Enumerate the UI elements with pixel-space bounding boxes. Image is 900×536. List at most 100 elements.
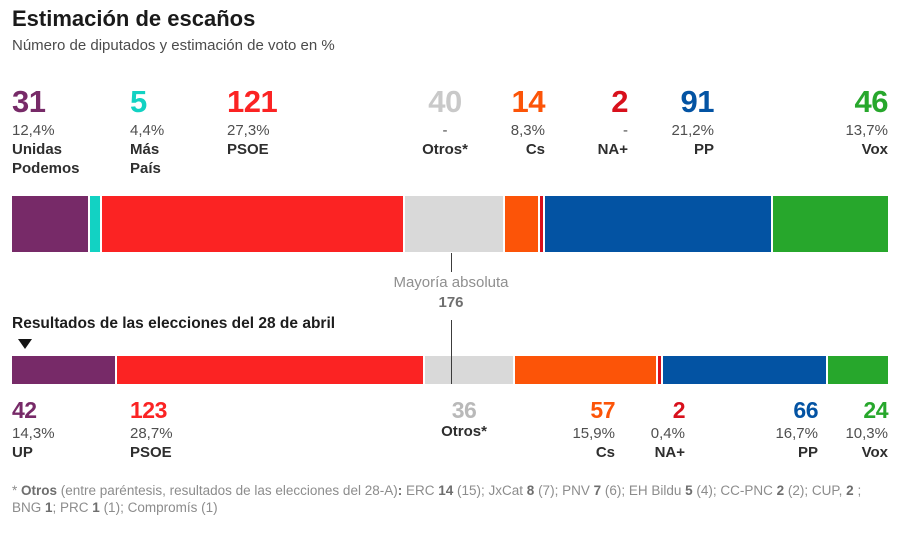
bar-segment-otros [424, 356, 516, 384]
stat-vote-pct: 0,4% [650, 425, 685, 443]
stat-party-label: NA+ [654, 444, 685, 462]
footnote: * Otros (entre paréntesis, resultados de… [12, 482, 888, 516]
stat-m-s-pa-s: 5 4,4% Más País [130, 84, 165, 178]
stat-party-label: Unidas [12, 140, 63, 158]
stat-otros: 40 - Otros* [375, 84, 515, 159]
footnote-text: (entre paréntesis, resultados de las ele… [57, 483, 398, 498]
stat-seats: 31 [12, 84, 46, 119]
footnote-text: ; BNG [12, 483, 862, 515]
bar-segment-na [540, 196, 546, 252]
bar-segment-up [12, 356, 118, 384]
bar-segment-vox [772, 196, 888, 252]
footnote-text: 1 [45, 500, 53, 515]
stat-seats: 91 [680, 84, 715, 119]
stat-party-label: Cs [525, 140, 545, 158]
footnote-text: (4); CC-PNC [692, 483, 777, 498]
bar-segment-psoe [117, 356, 425, 384]
stat-cs: 14 8,3% Cs [510, 84, 546, 159]
stat-party-label: Más [130, 140, 160, 158]
stat-vote-pct: 15,9% [572, 425, 615, 443]
stat-party-label: PSOE [227, 140, 269, 158]
stat-party-label: UP [12, 444, 33, 462]
stat-party-label: PP [797, 444, 818, 462]
footnote-text: 14 [438, 483, 454, 498]
footnote-text: * [12, 483, 22, 498]
footnote-text: 8 [526, 483, 535, 498]
stat-pp: 66 16,7% PP [775, 398, 818, 462]
bar-segment-cs [515, 356, 658, 384]
bar-segment-na [657, 356, 663, 384]
footnote-text: (7); PNV [534, 483, 594, 498]
stat-party-label: Podemos [12, 159, 80, 177]
stat-party-label: Cs [595, 444, 615, 462]
bar-segment-m-s-pa-s [89, 196, 103, 252]
stat-unidas-podemos: 31 12,4% Unidas Podemos [12, 84, 80, 178]
footnote-text: ; PRC [52, 500, 93, 515]
stat-seats: 66 [793, 397, 818, 423]
majority-line-bottom [451, 320, 452, 384]
stat-na: 2 0,4% NA+ [650, 397, 686, 462]
stat-vote-pct: 27,3% [227, 121, 270, 139]
stat-otros: 36 Otros* [394, 398, 534, 441]
bar-segment-pp [545, 196, 773, 252]
stat-vote-pct: 10,3% [845, 425, 888, 443]
stat-vox: 46 13,7% Vox [845, 84, 889, 159]
footnote-text: 1 [92, 500, 100, 515]
stat-cs: 57 15,9% Cs [572, 398, 615, 462]
results-stacked-bar [12, 356, 888, 384]
stat-seats: 121 [227, 84, 278, 119]
footnote-text: : [397, 483, 403, 498]
stat-pp: 91 21,2% PP [671, 84, 715, 159]
stat-seats: 57 [590, 397, 615, 423]
stat-vote-pct: 21,2% [671, 121, 714, 139]
bar-segment-otros [404, 196, 506, 252]
bar-segment-pp [662, 356, 828, 384]
footnote-text: Otros [21, 483, 58, 498]
stat-party-label: Vox [861, 140, 888, 158]
stat-vote-pct: 8,3% [510, 121, 545, 139]
stat-vox: 24 10,3% Vox [845, 398, 888, 462]
stat-vote-pct: - [442, 121, 448, 139]
down-triangle-marker-icon [18, 339, 32, 349]
stat-seats: 24 [863, 397, 888, 423]
majority-value: 176 [438, 294, 464, 311]
stat-vote-pct: 12,4% [12, 121, 55, 139]
stat-party-label: NA+ [597, 140, 628, 158]
stat-vote-pct: 28,7% [130, 425, 173, 443]
stat-party-label: País [130, 159, 161, 177]
stat-na: 2 - NA+ [597, 84, 629, 159]
stat-seats: 40 [428, 84, 462, 119]
stat-party-label: PP [693, 140, 714, 158]
stat-vote-pct: 16,7% [775, 425, 818, 443]
stat-up: 42 14,3% UP [12, 398, 55, 462]
stat-seats: 2 [611, 84, 628, 119]
stat-seats: 123 [130, 397, 167, 423]
bar-segment-psoe [102, 196, 405, 252]
stat-vote-pct: - [623, 121, 628, 139]
bar-segment-cs [505, 196, 541, 252]
stat-seats: 36 [451, 397, 477, 423]
stat-vote-pct: 13,7% [845, 121, 888, 139]
footnote-text: (1); Compromís (1) [99, 500, 218, 515]
estimation-stacked-bar [12, 196, 888, 252]
stat-seats: 46 [854, 84, 889, 119]
stat-seats: 2 [672, 397, 686, 423]
stat-vote-pct: 14,3% [12, 425, 55, 443]
footnote-text: ERC [402, 483, 439, 498]
stat-seats: 42 [12, 397, 37, 423]
stat-seats: 5 [130, 84, 147, 119]
stat-vote-pct: 4,4% [130, 121, 165, 139]
results-heading: Resultados de las elecciones del 28 de a… [12, 315, 336, 332]
stat-seats: 14 [511, 84, 546, 119]
bar-segment-unidas-podemos [12, 196, 90, 252]
footnote-text: 5 [685, 483, 693, 498]
page-subtitle: Número de diputados y estimación de voto… [12, 37, 335, 54]
footnote-text: (15); JxCat [453, 483, 527, 498]
stat-psoe: 123 28,7% PSOE [130, 398, 173, 462]
footnote-text: 2 [776, 483, 785, 498]
footnote-text: (6); EH Bildu [601, 483, 686, 498]
stat-psoe: 121 27,3% PSOE [227, 84, 278, 159]
stat-party-label: Otros* [441, 423, 487, 441]
majority-line-top [451, 253, 452, 272]
